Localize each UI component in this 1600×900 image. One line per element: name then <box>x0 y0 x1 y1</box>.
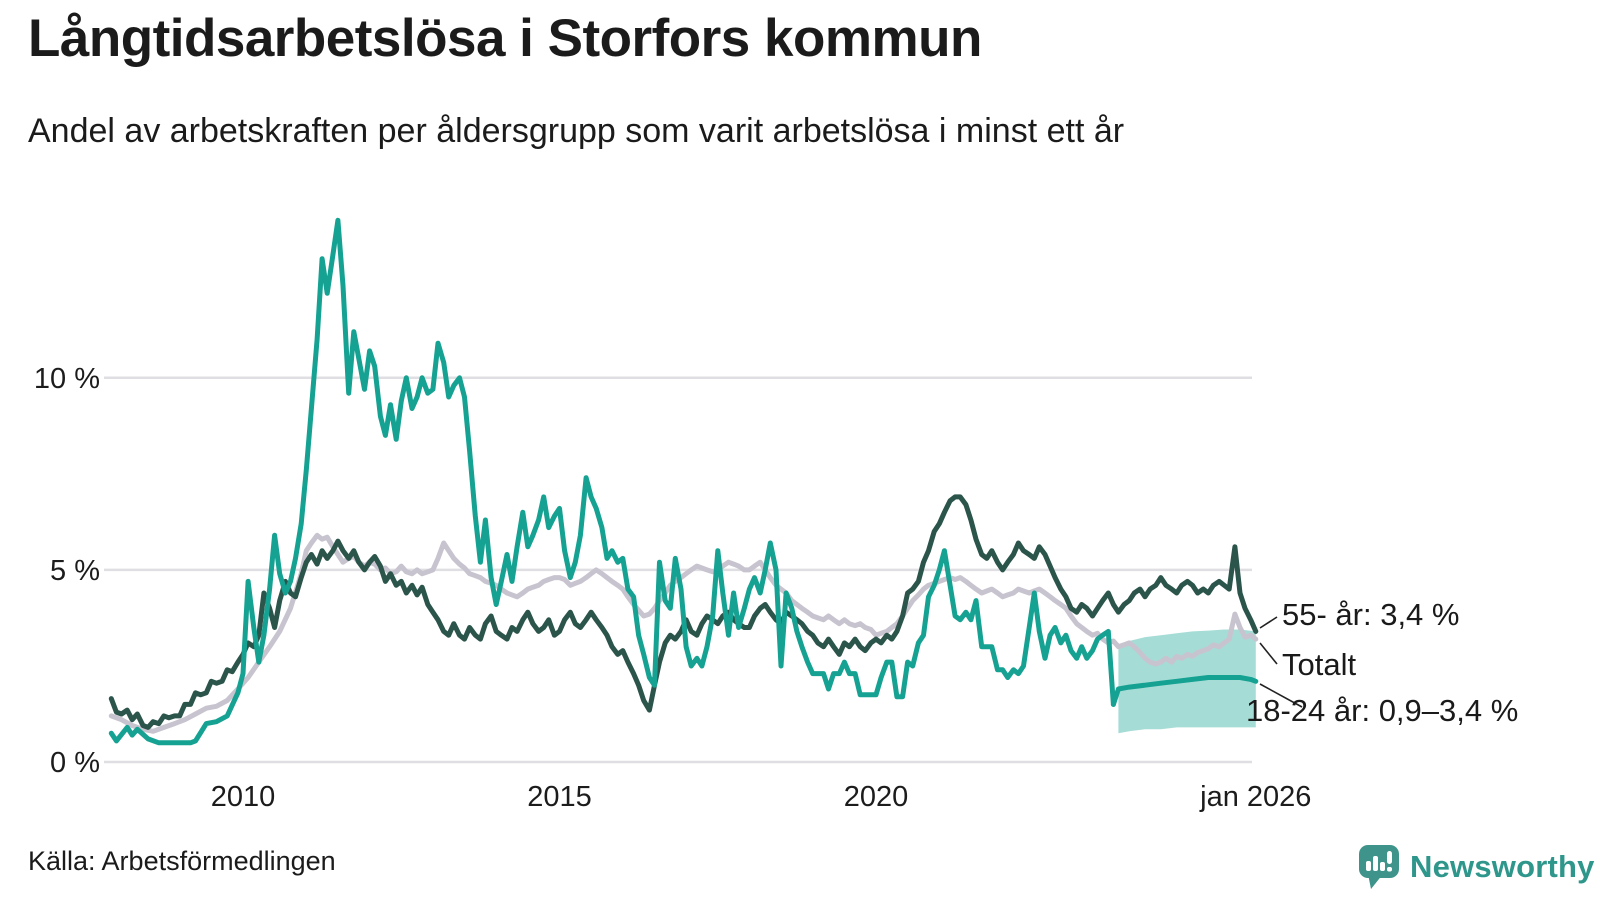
y-tick-label: 10 % <box>34 363 100 395</box>
page-title: Långtidsarbetslösa i Storfors kommun <box>28 9 982 68</box>
y-tick-label: 5 % <box>50 555 100 587</box>
x-tick-label: jan 2026 <box>1199 781 1311 813</box>
page-subtitle: Andel av arbetskraften per åldersgrupp s… <box>28 112 1125 150</box>
x-tick-label: 2020 <box>844 781 909 813</box>
annotation-total-label: Totalt <box>1282 647 1357 682</box>
annotation-18-24-label: 18-24 år: 0,9–3,4 % <box>1246 693 1519 728</box>
annotation-55-label: 55- år: 3,4 % <box>1282 597 1460 632</box>
newsworthy-icon <box>1359 845 1399 889</box>
x-tick-label: 2010 <box>211 781 276 813</box>
source-note: Källa: Arbetsförmedlingen <box>28 846 336 876</box>
series-line <box>108 217 1116 746</box>
y-tick-label: 0 % <box>50 747 100 779</box>
newsworthy-logo[interactable]: Newsworthy <box>1358 844 1595 890</box>
series-line <box>1110 675 1259 707</box>
newsworthy-wordmark: Newsworthy <box>1410 849 1595 884</box>
annotation-leader-line <box>1259 683 1303 708</box>
annotation-leader-line <box>1259 616 1278 629</box>
x-tick-label: 2015 <box>527 781 592 813</box>
annotation-leader-line <box>1259 642 1278 665</box>
